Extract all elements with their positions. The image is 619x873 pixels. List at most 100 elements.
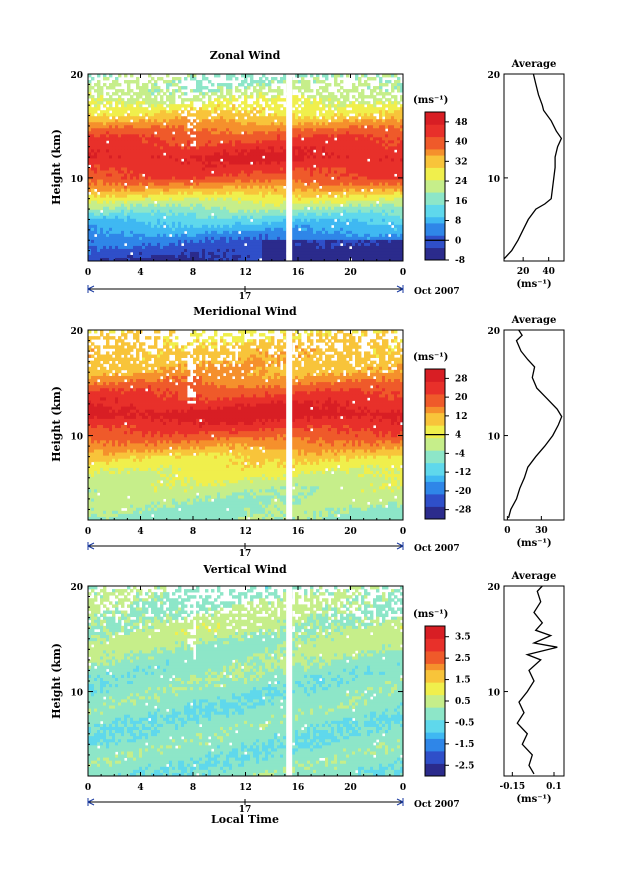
heatmap-cell: [223, 194, 227, 199]
heatmap-cell: [358, 212, 362, 217]
heatmap-cell: [358, 167, 362, 171]
heatmap-cell: [184, 92, 188, 96]
heatmap-cell: [178, 107, 182, 111]
heatmap-cell: [295, 86, 299, 90]
heatmap-cell: [397, 206, 401, 211]
heatmap-cell: [253, 128, 257, 132]
heatmap-cell: [133, 140, 137, 144]
heatmap-cell: [217, 230, 221, 235]
heatmap-cell: [118, 212, 122, 217]
heatmap-cell: [145, 188, 149, 193]
heatmap-cell: [268, 179, 272, 183]
heatmap-cell: [373, 224, 377, 229]
heatmap-cell: [295, 194, 299, 199]
heatmap-cell: [109, 227, 113, 232]
heatmap-cell: [391, 125, 395, 129]
heatmap-cell: [250, 80, 254, 84]
heatmap-cell: [109, 155, 113, 159]
heatmap-cell: [220, 137, 224, 141]
heatmap-cell: [229, 74, 233, 78]
heatmap-cell: [379, 92, 383, 96]
heatmap-cell: [364, 167, 368, 171]
heatmap-cell: [271, 149, 275, 153]
heatmap-cell: [328, 101, 332, 105]
heatmap-cell: [115, 128, 119, 132]
heatmap-cell: [142, 218, 146, 223]
heatmap-cell: [331, 227, 335, 232]
heatmap-cell: [187, 134, 191, 138]
heatmap-cell: [178, 149, 182, 153]
heatmap-cell: [115, 206, 119, 211]
heatmap-cell: [148, 125, 152, 129]
heatmap-cell: [124, 122, 128, 126]
heatmap-cell: [313, 191, 317, 196]
heatmap-cell: [298, 80, 302, 84]
heatmap-cell: [271, 101, 275, 105]
heatmap-cell: [262, 74, 266, 78]
heatmap-cell: [208, 179, 212, 183]
heatmap-cell: [280, 92, 284, 96]
heatmap-cell: [247, 95, 251, 99]
heatmap-cell: [91, 137, 95, 141]
heatmap-cell: [106, 98, 110, 102]
heatmap-cell: [205, 188, 209, 193]
heatmap-cell: [106, 215, 110, 220]
heatmap-cell: [145, 140, 149, 144]
heatmap-cell: [112, 224, 116, 229]
heatmap-cell: [265, 122, 269, 126]
heatmap-cell: [139, 149, 143, 153]
heatmap-cell: [175, 113, 179, 117]
heatmap-cell: [400, 188, 403, 193]
heatmap-cell: [244, 143, 248, 147]
heatmap-cell: [115, 164, 119, 168]
heatmap-cell: [97, 89, 101, 93]
heatmap-cell: [88, 188, 92, 193]
heatmap-cell: [301, 197, 305, 202]
heatmap-cell: [277, 158, 281, 162]
heatmap-cell: [103, 179, 107, 183]
heatmap-cell: [229, 203, 233, 208]
heatmap-cell: [277, 116, 281, 120]
heatmap-cell: [103, 191, 107, 196]
heatmap-cell: [364, 191, 368, 196]
heatmap-cell: [151, 107, 155, 111]
heatmap-cell: [397, 167, 401, 171]
heatmap-cell: [322, 191, 326, 196]
heatmap-cell: [385, 170, 389, 174]
heatmap-cell: [205, 134, 209, 138]
heatmap-cell: [172, 176, 176, 180]
heatmap-cell: [283, 125, 287, 129]
heatmap-cell: [211, 101, 215, 105]
heatmap-cell: [190, 155, 194, 159]
heatmap-cell: [319, 173, 323, 177]
heatmap-cell: [124, 233, 128, 238]
heatmap-cell: [118, 224, 122, 229]
heatmap-cell: [241, 191, 245, 196]
heatmap-cell: [151, 182, 155, 186]
heatmap-cell: [154, 86, 158, 90]
heatmap-cell: [292, 209, 296, 214]
heatmap-cell: [136, 170, 140, 174]
heatmap-cell: [400, 161, 403, 165]
heatmap-cell: [379, 101, 383, 105]
heatmap-cell: [253, 158, 257, 162]
heatmap-cell: [115, 185, 119, 190]
heatmap-cell: [214, 116, 218, 120]
heatmap-cell: [259, 191, 263, 196]
heatmap-cell: [373, 179, 377, 183]
heatmap-cell: [331, 101, 335, 105]
heatmap-cell: [106, 209, 110, 214]
heatmap-cell: [316, 188, 320, 193]
heatmap-cell: [400, 104, 403, 108]
heatmap-cell: [328, 200, 332, 205]
heatmap-cell: [379, 152, 383, 156]
heatmap-cell: [343, 221, 347, 226]
heatmap-cell: [268, 230, 272, 235]
heatmap-cell: [253, 170, 257, 174]
heatmap-cell: [142, 146, 146, 150]
heatmap-cell: [145, 137, 149, 141]
heatmap-cell: [145, 230, 149, 235]
heatmap-cell: [382, 113, 386, 117]
heatmap-cell: [358, 80, 362, 84]
heatmap-cell: [316, 146, 320, 150]
